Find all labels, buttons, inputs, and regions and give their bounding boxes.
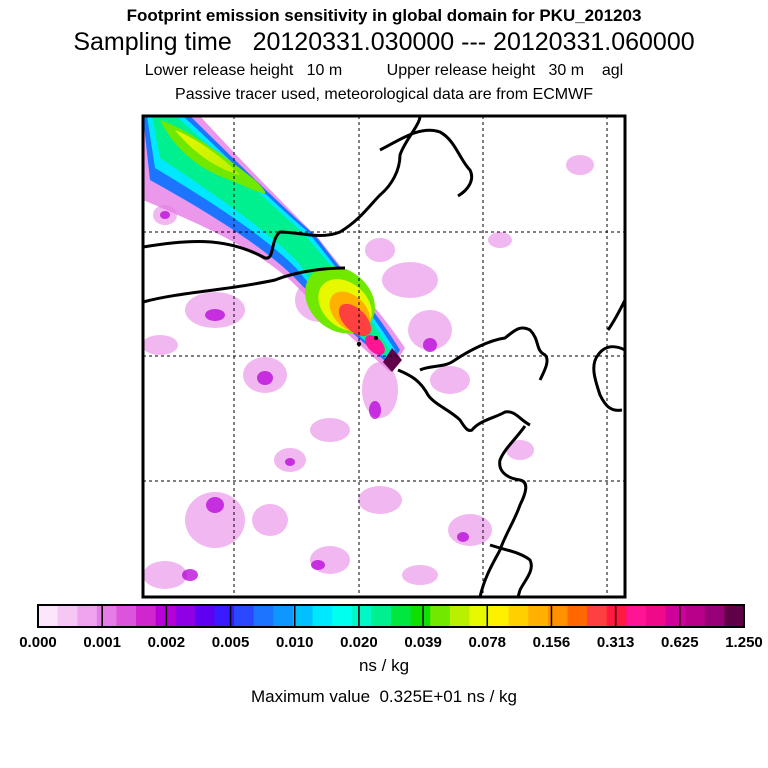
color-scale-units: ns / kg	[358, 656, 410, 675]
footprint-field	[143, 116, 625, 597]
lat-lon-grid	[143, 116, 625, 597]
station-marker	[356, 341, 362, 347]
map-frame	[141, 114, 627, 599]
plume-core-red	[338, 303, 372, 337]
maximum-value-label: Maximum value 0.325E+01 ns / kg	[251, 687, 517, 706]
map-title: Footprint emission sensitivity in global…	[126, 6, 642, 25]
coastlines-borders	[143, 116, 625, 597]
sampling-time-label: Sampling time 20120331.030000 --- 201203…	[73, 28, 695, 56]
release-height-label: Lower release height 10 m Upper release …	[144, 62, 624, 79]
tracer-info-label: Passive tracer used, meteorological data…	[175, 86, 593, 103]
station-marker	[374, 336, 378, 340]
receptor-maximum-cell	[383, 348, 402, 372]
station-markers	[356, 336, 378, 347]
plume-core-upper-yellow	[175, 130, 240, 175]
plume-core-pink	[365, 335, 385, 355]
